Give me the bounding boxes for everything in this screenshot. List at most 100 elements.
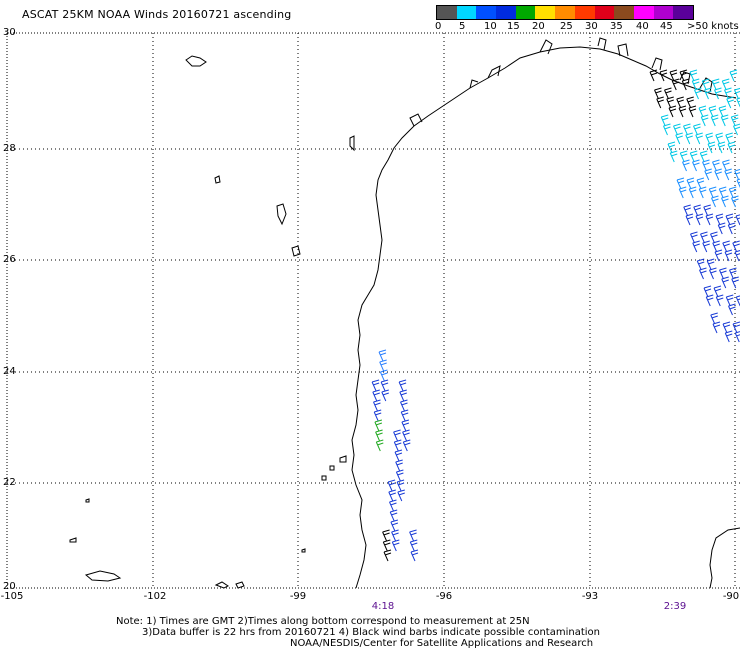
wind-barb (696, 258, 705, 271)
wind-barb (656, 96, 664, 109)
wind-barb (383, 549, 392, 562)
wind-barb (402, 429, 410, 442)
wind-barb (399, 389, 407, 402)
note-line-2: 3)Data buffer is 22 hrs from 20160721 4)… (142, 627, 600, 638)
wind-barb (675, 132, 683, 145)
wind-barb (724, 87, 732, 100)
wind-barb (678, 186, 687, 199)
legend-label: >50 knots (687, 21, 739, 32)
wind-barb (669, 69, 678, 82)
wind-barb (721, 195, 729, 208)
legend-swatch (633, 6, 654, 19)
wind-barb (371, 379, 380, 392)
wind-barb (733, 123, 740, 136)
legend-swatch (535, 6, 556, 19)
wind-barb (722, 321, 731, 334)
wind-barb (734, 87, 740, 100)
wind-barb (685, 213, 694, 226)
wind-barb (712, 159, 720, 172)
wind-barb (402, 439, 411, 452)
wind-barb (397, 489, 405, 502)
wind-barb (712, 321, 721, 334)
wind-barb (699, 267, 707, 280)
wind-barb (708, 105, 717, 118)
wind-barb (721, 78, 730, 91)
legend-label: 40 (636, 21, 649, 32)
wind-barb (380, 379, 389, 392)
wind-barb (688, 186, 697, 199)
wind-barb (679, 150, 688, 163)
wind-barb (729, 69, 738, 82)
wind-barb (702, 240, 710, 253)
wind-barb (703, 204, 711, 217)
wind-barb (391, 539, 400, 552)
wind-barb (725, 213, 734, 226)
wind-barbs (371, 69, 740, 562)
legend-label: 10 (484, 21, 497, 32)
wind-barb (694, 87, 702, 100)
wind-barb (692, 159, 700, 172)
wind-barb (715, 132, 723, 145)
wind-barb (649, 69, 658, 82)
islands (69, 55, 355, 589)
wind-barb (727, 141, 736, 154)
wind-barb (409, 539, 418, 552)
wind-barb (375, 439, 384, 452)
wind-barb (375, 429, 383, 442)
pass-time-1: 4:18 (371, 601, 395, 612)
wind-barb (401, 419, 410, 432)
legend-label: 45 (660, 21, 673, 32)
wind-barb (736, 97, 740, 108)
wind-barb (379, 359, 387, 372)
legend-label: 25 (560, 21, 573, 32)
wind-barb (654, 87, 662, 100)
wind-barb (714, 168, 722, 181)
wind-barb (734, 168, 740, 181)
wind-barb (705, 213, 714, 226)
legend-color-bar (436, 5, 694, 20)
wind-barb (394, 449, 403, 462)
wind-barb (725, 294, 734, 307)
lon-label-99: -99 (289, 591, 307, 602)
wind-barb (725, 132, 733, 145)
wind-barb (683, 204, 691, 217)
wind-barb (676, 96, 684, 109)
wind-barb (731, 195, 739, 208)
graticule (7, 33, 740, 588)
wind-barb (693, 204, 701, 217)
wind-barb (372, 389, 380, 402)
wind-barb (668, 105, 677, 118)
wind-barb (709, 267, 717, 280)
note-line-1: Note: 1) Times are GMT 2)Times along bot… (116, 616, 530, 627)
wind-barb (732, 240, 740, 253)
wind-barb (382, 529, 390, 542)
wind-barb (719, 267, 727, 280)
wind-barb (720, 114, 729, 127)
wind-barb (686, 177, 695, 190)
wind-barb (730, 114, 739, 127)
wind-barb (721, 276, 729, 289)
note-line-3: NOAA/NESDIS/Center for Satellite Applica… (290, 638, 594, 649)
wind-barb (410, 549, 419, 562)
legend-label: 30 (585, 21, 598, 32)
wind-barb (387, 479, 396, 492)
wind-barb (726, 96, 734, 109)
wind-barb (373, 399, 381, 412)
wind-barb (728, 303, 736, 316)
wind-barb (381, 389, 389, 402)
wind-barb (701, 78, 710, 91)
legend-swatch (476, 6, 497, 19)
wind-barb (711, 78, 720, 91)
wind-barb (691, 78, 700, 91)
wind-barb (374, 419, 383, 432)
wind-speed-legend: 0 5 10 15 20 25 30 35 40 45 >50 knots (435, 5, 739, 34)
legend-label: 20 (532, 21, 545, 32)
wind-barb (700, 231, 708, 244)
gulf-coastline (351, 46, 737, 589)
wind-barb (715, 294, 724, 307)
wind-barb (669, 150, 678, 163)
lon-label-93: -93 (581, 591, 599, 602)
wind-barb (718, 105, 727, 118)
legend-swatch (653, 6, 674, 19)
legend-swatch (456, 6, 477, 19)
